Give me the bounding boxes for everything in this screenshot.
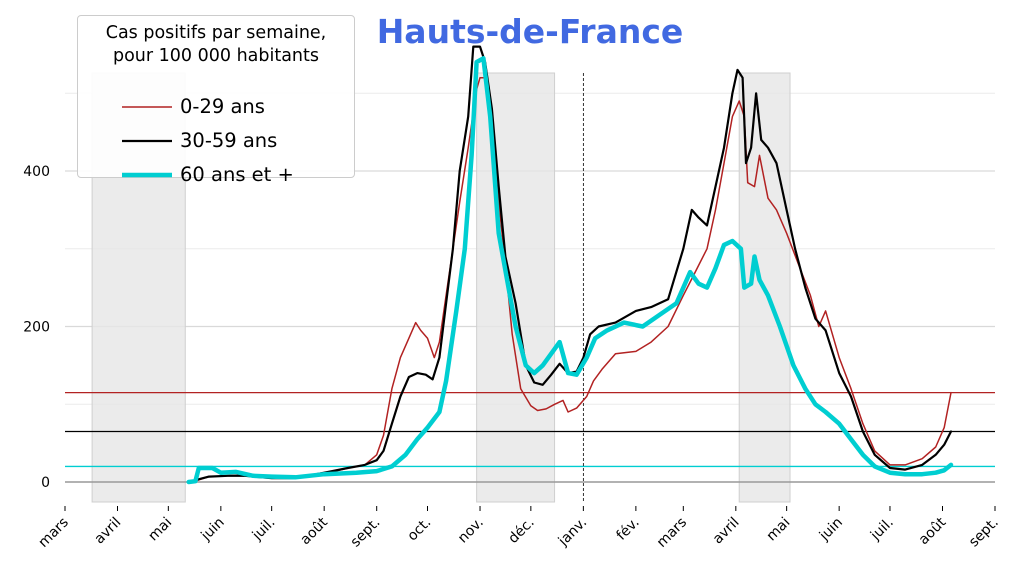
x-tick-label-7: oct. — [404, 515, 434, 545]
x-tick-label-8: nov. — [455, 515, 487, 547]
x-tick-label-11: fév. — [614, 515, 643, 544]
legend-item-60-plus: 60 ans et + — [78, 160, 354, 190]
x-tick-label-0: mars — [36, 515, 72, 551]
x-tick-label-3: juin — [198, 515, 228, 545]
y-tick-label-400: 400 — [23, 164, 50, 180]
series-line-3 — [186, 56, 954, 485]
legend-swatch-0-29 — [122, 106, 172, 108]
legend-swatch-60-plus — [122, 172, 172, 178]
series-lines — [186, 45, 954, 485]
x-tick-label-16: juil. — [867, 515, 897, 545]
legend: Cas positifs par semaine, pour 100 000 h… — [77, 15, 355, 186]
x-tick-label-17: août — [916, 514, 950, 548]
x-tick-label-6: sept. — [348, 515, 384, 551]
x-tick-label-12: mars — [654, 515, 690, 551]
y-tick-label-0: 0 — [41, 475, 50, 491]
legend-label-30-59: 30-59 ans — [180, 129, 278, 152]
x-tick-label-13: avril — [710, 515, 743, 548]
x-tick-label-4: juil. — [249, 515, 279, 545]
y-tick-label-200: 200 — [23, 320, 50, 336]
legend-title-line2: pour 100 000 habitants — [112, 46, 320, 66]
legend-item-30-59: 30-59 ans — [78, 126, 354, 156]
x-tick-label-1: avril — [92, 515, 125, 548]
legend-swatch-30-59 — [122, 139, 172, 143]
x-axis: mars avril mai juin juil. août sept. oct. nov. dé… — [36, 506, 1002, 551]
x-tick-label-10: janv. — [555, 515, 590, 550]
series-line-1 — [187, 76, 952, 483]
shaded-period-2 — [476, 72, 556, 503]
legend-label-60-plus: 60 ans et + — [180, 163, 294, 186]
x-tick-label-5: août — [297, 514, 331, 548]
legend-title-line1: Cas positifs par semaine, — [105, 23, 327, 43]
x-tick-label-14: mai — [764, 515, 794, 545]
reference-lines — [65, 391, 995, 483]
legend-item-0-29: 0-29 ans — [78, 92, 354, 122]
chart-title: Hauts-de-France — [377, 12, 684, 51]
legend-label-0-29: 0-29 ans — [180, 95, 265, 118]
x-tick-label-2: mai — [145, 515, 175, 545]
y-axis: 0 200 400 — [23, 164, 50, 491]
x-tick-label-9: déc. — [505, 515, 537, 547]
x-tick-label-15: juin — [816, 515, 846, 545]
legend-title: Cas positifs par semaine, pour 100 000 h… — [78, 22, 354, 68]
x-tick-label-18: sept. — [966, 515, 1002, 551]
